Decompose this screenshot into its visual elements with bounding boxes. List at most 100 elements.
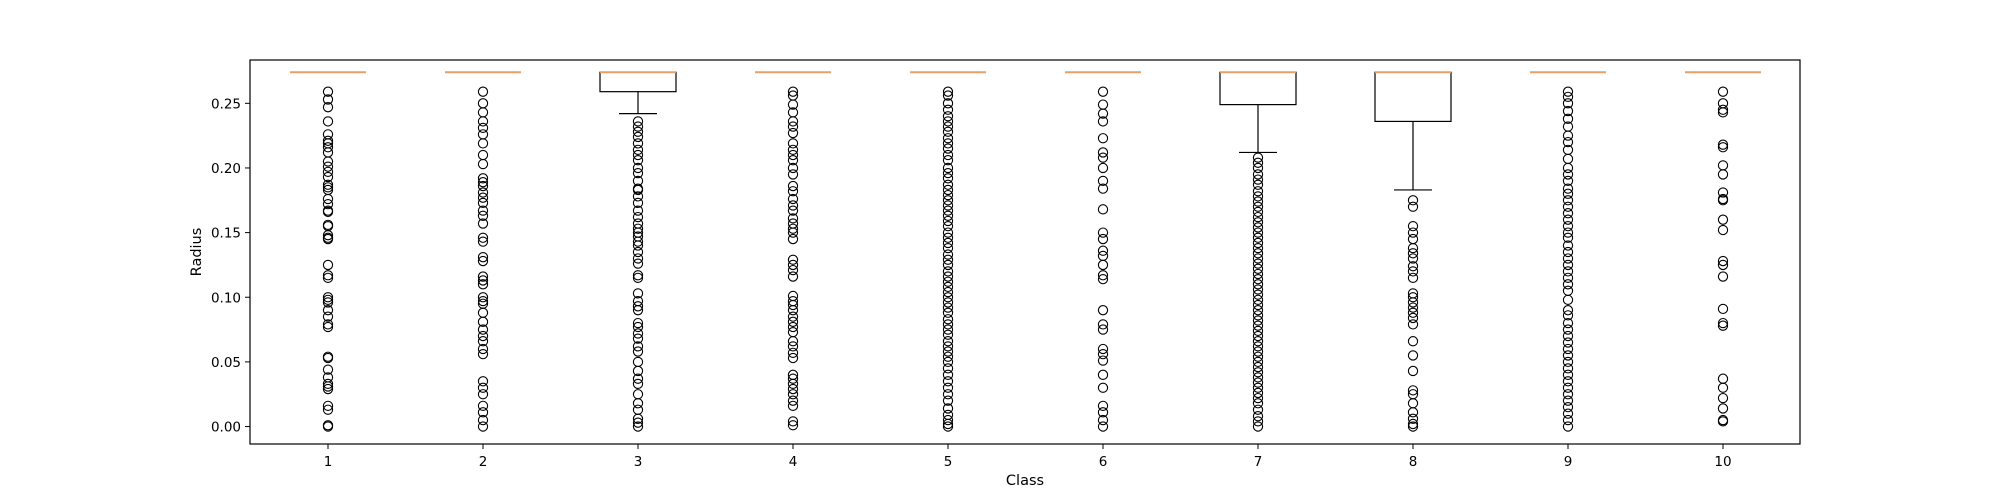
outlier-point bbox=[477, 197, 489, 209]
outlier-point bbox=[787, 213, 799, 224]
outlier-point bbox=[632, 378, 644, 390]
outlier-point bbox=[787, 299, 799, 311]
outlier-point bbox=[632, 167, 644, 179]
outlier-point bbox=[1252, 248, 1264, 259]
outlier-point bbox=[942, 232, 954, 243]
outlier-point bbox=[1562, 98, 1574, 109]
outlier-point bbox=[477, 177, 489, 188]
y-tick-label: 0.20 bbox=[211, 161, 241, 177]
outlier-point bbox=[1252, 330, 1264, 342]
outlier-point bbox=[1407, 312, 1419, 324]
outlier-point bbox=[1097, 147, 1109, 158]
outlier-point bbox=[1562, 305, 1574, 316]
outlier-point bbox=[1252, 356, 1264, 368]
outlier-point bbox=[632, 155, 644, 166]
outlier-point bbox=[477, 158, 489, 170]
outlier-point bbox=[1717, 107, 1729, 118]
outlier-point bbox=[1097, 319, 1109, 330]
outlier-point bbox=[787, 200, 799, 211]
outlier-point bbox=[1407, 248, 1419, 259]
outlier-point bbox=[1407, 336, 1419, 347]
outlier-point bbox=[1097, 227, 1109, 238]
outlier-point bbox=[1252, 174, 1264, 185]
outlier-point bbox=[322, 381, 334, 392]
plot-elements bbox=[290, 71, 1761, 432]
outlier-point bbox=[1562, 414, 1574, 426]
outlier-point bbox=[1562, 220, 1574, 232]
outlier-point bbox=[632, 236, 644, 247]
outlier-point bbox=[1407, 319, 1419, 330]
outlier-point bbox=[942, 200, 954, 211]
box-group-class-9 bbox=[1530, 71, 1606, 432]
outlier-point bbox=[1097, 305, 1109, 316]
outlier-point bbox=[1252, 377, 1264, 388]
box-group-class-2 bbox=[445, 71, 521, 432]
outlier-point bbox=[1562, 188, 1574, 199]
outlier-point bbox=[787, 259, 799, 271]
outlier-point bbox=[632, 373, 644, 384]
outlier-point bbox=[787, 389, 799, 400]
outlier-point bbox=[322, 321, 334, 333]
outlier-point bbox=[322, 230, 334, 241]
x-axis-label: Class bbox=[1006, 473, 1044, 489]
outlier-point bbox=[1562, 330, 1574, 342]
outlier-point bbox=[477, 421, 489, 432]
outlier-point bbox=[1562, 402, 1574, 413]
outlier-point bbox=[787, 99, 799, 110]
outlier-point bbox=[942, 133, 954, 144]
outlier-point bbox=[1562, 240, 1574, 251]
outlier-point bbox=[322, 142, 334, 153]
outlier-point bbox=[942, 363, 954, 374]
outlier-point bbox=[1562, 86, 1574, 97]
outlier-point bbox=[1252, 232, 1264, 243]
outlier-point bbox=[1717, 382, 1729, 393]
outlier-point bbox=[942, 382, 954, 393]
x-tick-label: 10 bbox=[1714, 454, 1731, 470]
outlier-point bbox=[1562, 175, 1574, 187]
outlier-point bbox=[1252, 152, 1264, 163]
outlier-point bbox=[1252, 320, 1264, 331]
outlier-point bbox=[1252, 227, 1264, 238]
outlier-point bbox=[942, 86, 954, 97]
outlier-point bbox=[942, 254, 954, 265]
outlier-point bbox=[1407, 195, 1419, 206]
outlier-point bbox=[1717, 224, 1729, 236]
outlier-point bbox=[787, 162, 799, 174]
outlier-point bbox=[942, 292, 954, 303]
outlier-point bbox=[477, 343, 489, 355]
y-axis-label: Radius bbox=[189, 228, 205, 277]
outlier-point bbox=[942, 324, 954, 335]
outlier-point bbox=[632, 116, 644, 127]
outlier-point bbox=[632, 246, 644, 258]
outlier-point bbox=[1407, 421, 1419, 432]
outlier-point bbox=[787, 420, 799, 431]
outlier-point bbox=[1717, 271, 1729, 282]
outlier-point bbox=[1252, 274, 1264, 285]
outlier-point bbox=[942, 414, 954, 426]
outlier-point bbox=[787, 227, 799, 238]
outlier-point bbox=[787, 180, 799, 192]
outlier-point bbox=[1252, 404, 1264, 415]
outlier-point bbox=[1252, 392, 1264, 404]
outlier-point bbox=[632, 321, 644, 333]
outlier-point bbox=[477, 271, 489, 282]
outlier-point bbox=[477, 316, 489, 327]
outlier-point bbox=[942, 389, 954, 400]
outlier-point bbox=[942, 189, 954, 201]
y-tick-label: 0.05 bbox=[211, 355, 241, 371]
outlier-point bbox=[1252, 336, 1264, 347]
outlier-point bbox=[477, 232, 489, 243]
outlier-point bbox=[1252, 222, 1264, 233]
outlier-point bbox=[787, 149, 799, 161]
outlier-point bbox=[1252, 289, 1264, 300]
outlier-point bbox=[477, 138, 489, 149]
outlier-point bbox=[1252, 398, 1264, 409]
outlier-point bbox=[477, 292, 489, 303]
outlier-point bbox=[632, 365, 644, 377]
outlier-point bbox=[942, 376, 954, 387]
outlier-point bbox=[322, 305, 334, 316]
outlier-point bbox=[1252, 217, 1264, 228]
outlier-point bbox=[787, 336, 799, 347]
outlier-point bbox=[942, 184, 954, 196]
outlier-point bbox=[1407, 220, 1419, 232]
